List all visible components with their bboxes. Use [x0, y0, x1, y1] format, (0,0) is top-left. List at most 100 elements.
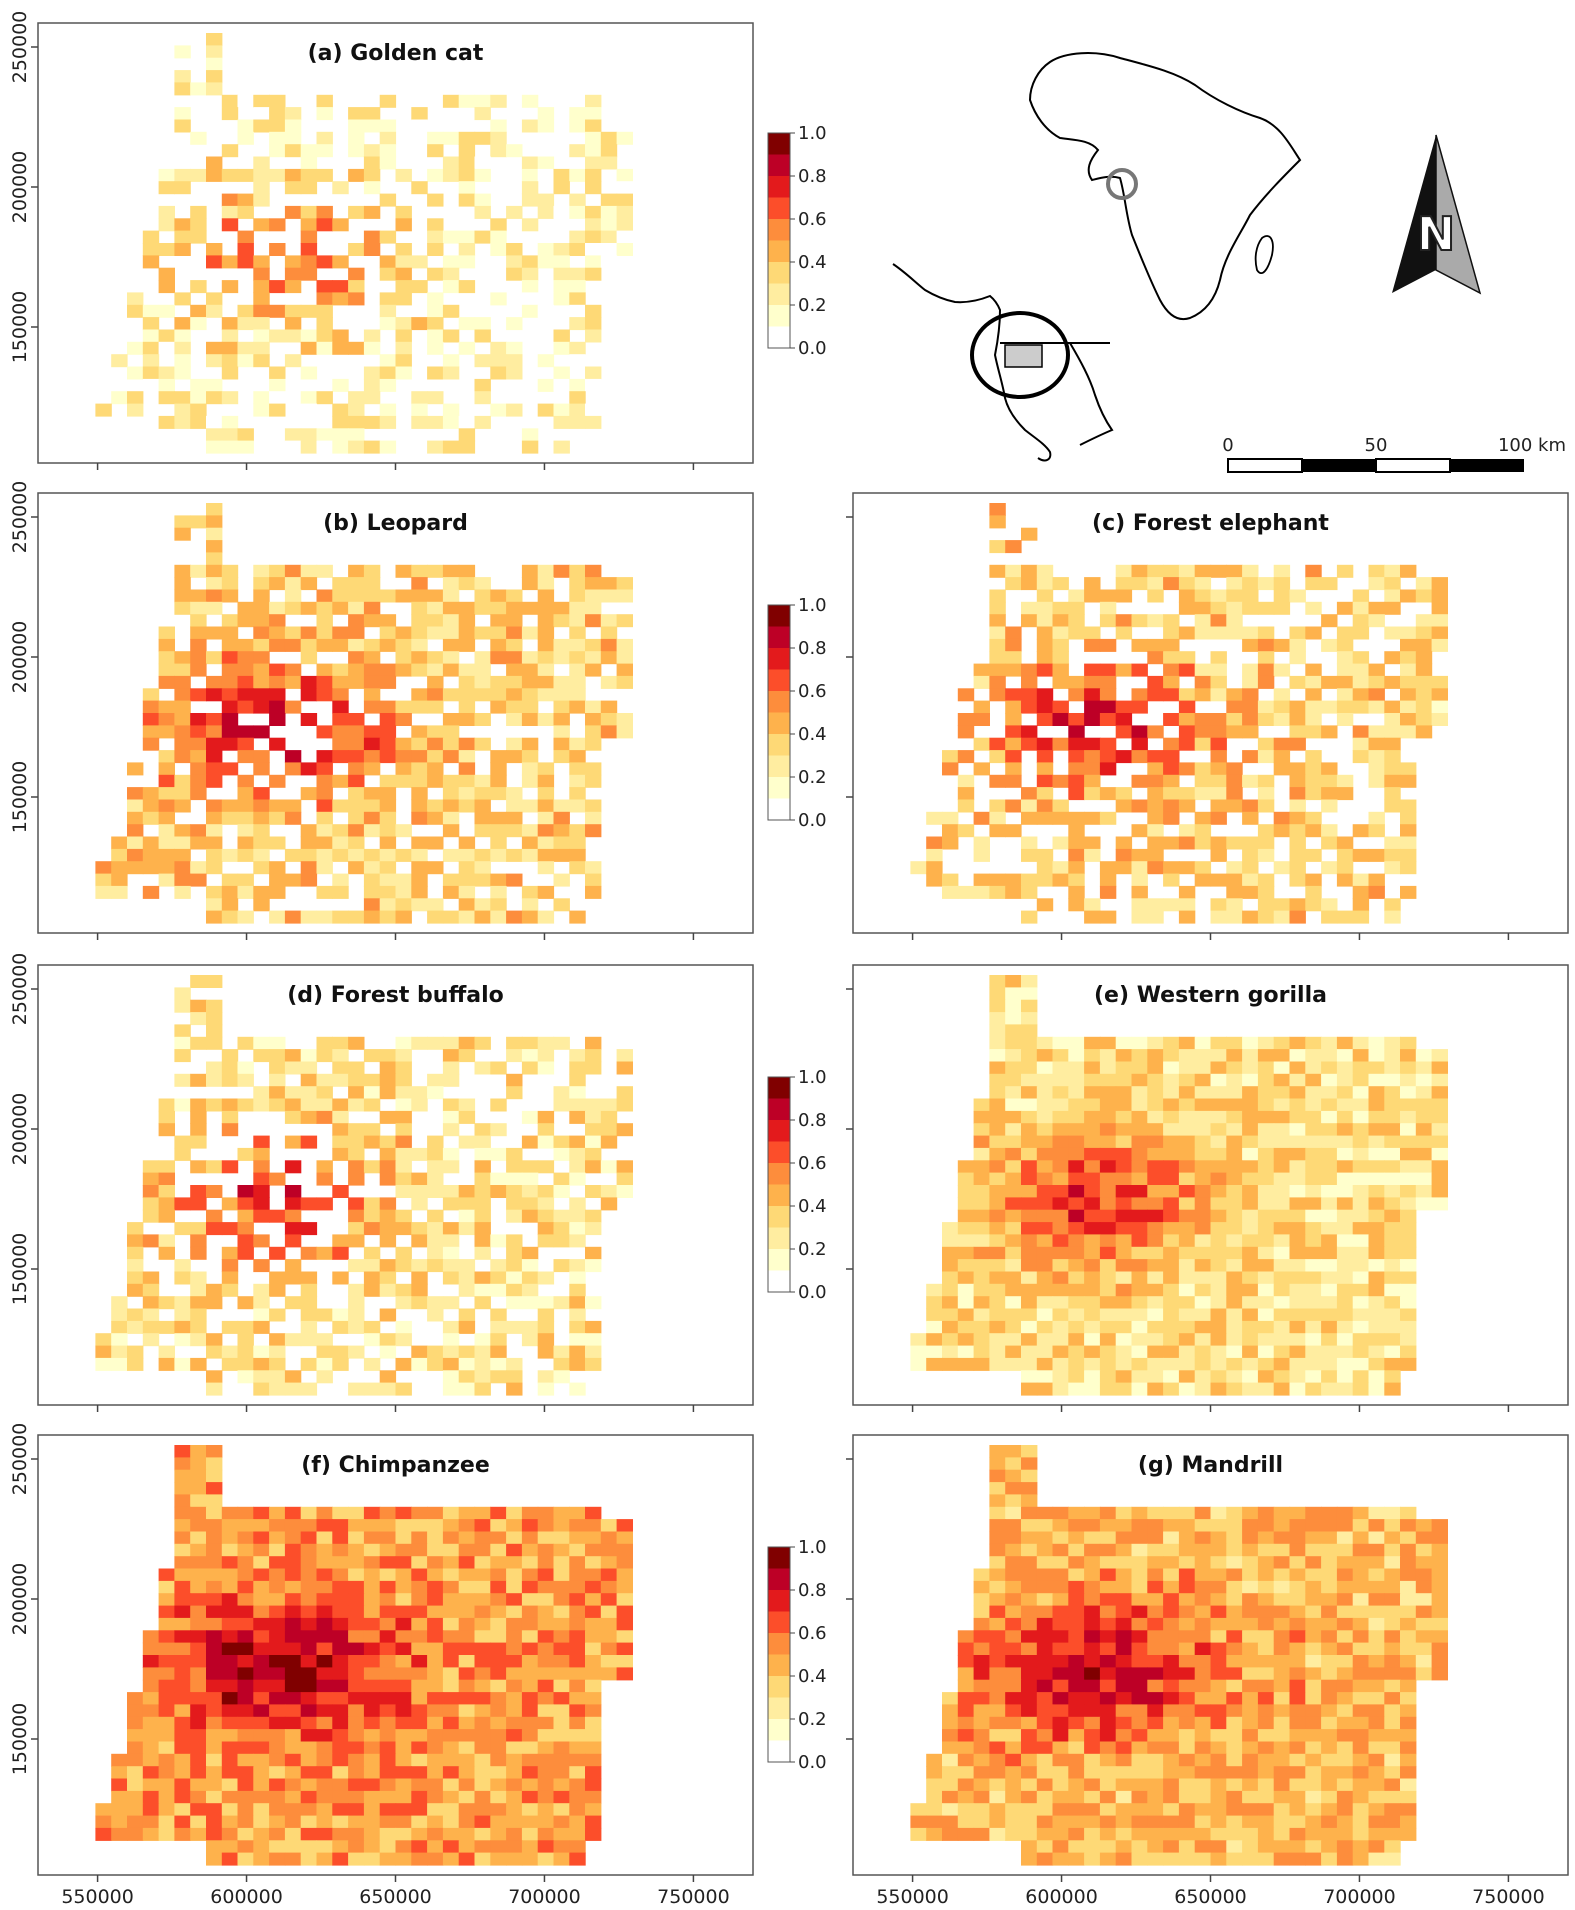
raster-cell	[1257, 1259, 1275, 1273]
raster-cell	[553, 1790, 570, 1804]
raster-cell	[442, 1185, 460, 1198]
raster-cell	[237, 1370, 254, 1384]
raster-cell	[1068, 601, 1085, 615]
raster-cell	[1289, 1185, 1306, 1198]
raster-cell	[1052, 1667, 1069, 1681]
raster-cell	[1336, 1580, 1354, 1594]
raster-cell	[427, 663, 444, 677]
raster-cell	[1036, 1036, 1054, 1050]
raster-cell	[989, 1556, 1006, 1570]
raster-cell	[427, 1667, 444, 1681]
raster-cell	[1242, 774, 1259, 788]
raster-cell	[1210, 1209, 1227, 1223]
raster-cell	[1036, 1778, 1054, 1792]
raster-cell	[616, 675, 633, 689]
raster-cell	[284, 1704, 302, 1718]
raster-cell	[442, 688, 460, 702]
raster-cell	[506, 799, 523, 813]
raster-cell	[1226, 1283, 1243, 1297]
raster-cell	[1005, 1741, 1022, 1755]
raster-cell	[221, 428, 239, 442]
raster-cell	[395, 1320, 412, 1334]
raster-cell	[1242, 910, 1259, 924]
raster-cell	[989, 824, 1006, 838]
raster-cell	[190, 1778, 207, 1792]
raster-cell	[616, 663, 633, 677]
raster-cell	[1178, 1259, 1196, 1273]
raster-cell	[1084, 1543, 1101, 1557]
raster-cell	[253, 218, 270, 232]
raster-cell	[521, 1209, 539, 1223]
raster-cell	[521, 836, 539, 850]
raster-cell	[490, 1679, 507, 1693]
raster-cell	[111, 1766, 128, 1780]
raster-cell	[442, 1073, 460, 1087]
raster-cell	[1036, 787, 1054, 801]
raster-cell	[1147, 1655, 1164, 1668]
raster-cell	[363, 824, 381, 838]
legend-swatch	[768, 712, 790, 735]
raster-cell	[427, 750, 444, 764]
raster-cell	[237, 1704, 254, 1718]
raster-cell	[190, 1246, 207, 1260]
legend-label: 0.0	[798, 810, 827, 831]
raster-cell	[537, 1642, 555, 1656]
raster-cell	[585, 799, 602, 813]
raster-cell	[585, 181, 602, 195]
raster-cell	[379, 1061, 397, 1075]
raster-cell	[253, 811, 270, 825]
raster-cell	[379, 230, 397, 244]
raster-cell	[537, 1345, 555, 1359]
raster-cell	[1131, 1370, 1148, 1384]
raster-cell	[206, 1445, 223, 1458]
raster-cell	[537, 1209, 555, 1223]
raster-cell	[1099, 1234, 1117, 1248]
raster-cell	[585, 218, 602, 232]
raster-cell	[1036, 1259, 1054, 1273]
raster-cell	[442, 1506, 460, 1520]
raster-cell	[348, 1852, 365, 1866]
raster-cell	[942, 1320, 959, 1334]
raster-cell	[316, 1704, 333, 1718]
raster-cell	[237, 1234, 254, 1248]
raster-cell	[284, 577, 302, 591]
raster-cell	[1289, 1556, 1306, 1570]
raster-cell	[142, 1185, 160, 1198]
raster-cell	[1257, 1667, 1275, 1681]
raster-cell	[206, 1580, 223, 1594]
raster-cell	[284, 1222, 302, 1236]
raster-cell	[300, 1246, 318, 1260]
raster-cell	[1226, 1803, 1243, 1817]
raster-cell	[1305, 885, 1322, 899]
raster-cell	[1178, 1605, 1196, 1619]
raster-cell	[1305, 1766, 1322, 1780]
raster-cell	[1084, 626, 1101, 640]
raster-cell	[427, 1185, 444, 1198]
raster-cell	[1210, 1160, 1227, 1174]
raster-cell	[553, 873, 570, 887]
raster-cell	[1384, 1605, 1401, 1619]
raster-cell	[158, 1593, 175, 1607]
raster-cell	[1352, 1259, 1370, 1273]
raster-cell	[1352, 750, 1370, 764]
raster-cell	[1163, 1679, 1180, 1693]
raster-cell	[1257, 737, 1275, 751]
raster-cell	[332, 255, 349, 269]
raster-cell	[411, 1357, 428, 1371]
raster-cell	[474, 873, 491, 887]
raster-cell	[537, 787, 555, 801]
raster-cell	[942, 1704, 959, 1718]
raster-cell	[1257, 577, 1275, 591]
raster-cell	[1210, 1172, 1227, 1186]
raster-cell	[1163, 1593, 1180, 1607]
raster-cell	[206, 737, 223, 751]
raster-cell	[1099, 1531, 1117, 1545]
raster-cell	[1210, 1320, 1227, 1334]
raster-cell	[490, 1098, 507, 1112]
raster-cell	[474, 737, 491, 751]
raster-cell	[1242, 1086, 1259, 1100]
raster-cell	[1242, 1308, 1259, 1322]
raster-cell	[221, 107, 239, 121]
raster-cell	[1005, 1024, 1022, 1038]
raster-cell	[142, 1741, 160, 1755]
